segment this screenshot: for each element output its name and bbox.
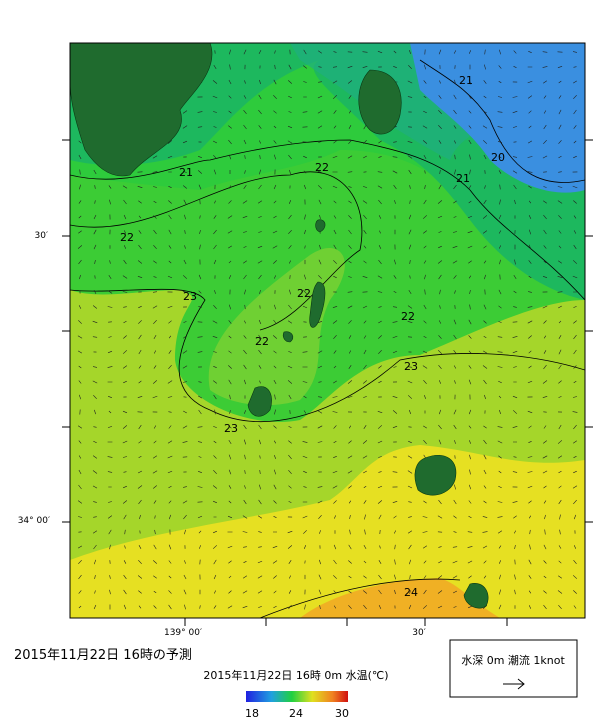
colorbar-tick: 30 [335,707,349,720]
contour-label: 21 [179,166,193,179]
contour-label: 24 [404,586,418,599]
contour-label: 23 [224,422,238,435]
colorbar [246,691,348,702]
contour-label: 22 [120,231,134,244]
title: 2015年11月22日 16時の予測 [14,648,192,663]
land [70,43,489,609]
colorbar-title: 2015年11月22日 16時 0m 水温(℃) [203,668,388,682]
contour-label: 22 [297,287,311,300]
legend-arrow [503,678,525,690]
contour-label: 23 [404,360,418,373]
map-field [70,43,585,618]
contour-label: 22 [401,310,415,323]
contour-label: 22 [315,161,329,174]
legend-box [449,639,578,698]
contour-label: 22 [255,335,269,348]
lon-label: 139° 00′ [164,628,202,638]
lat-label: 34° 00′ [18,516,50,526]
legend-label: 水深 0m 潮流 1knot [461,653,565,667]
contour-label: 23 [183,290,197,303]
colorbar-tick: 18 [245,707,259,720]
colorbar-tick: 24 [289,707,303,720]
lat-label: 30′ [35,231,49,241]
contour-label: 21 [459,74,473,87]
contour-label: 20 [491,151,505,164]
contour-label: 21 [456,172,470,185]
lon-label: 30′ [412,628,426,638]
